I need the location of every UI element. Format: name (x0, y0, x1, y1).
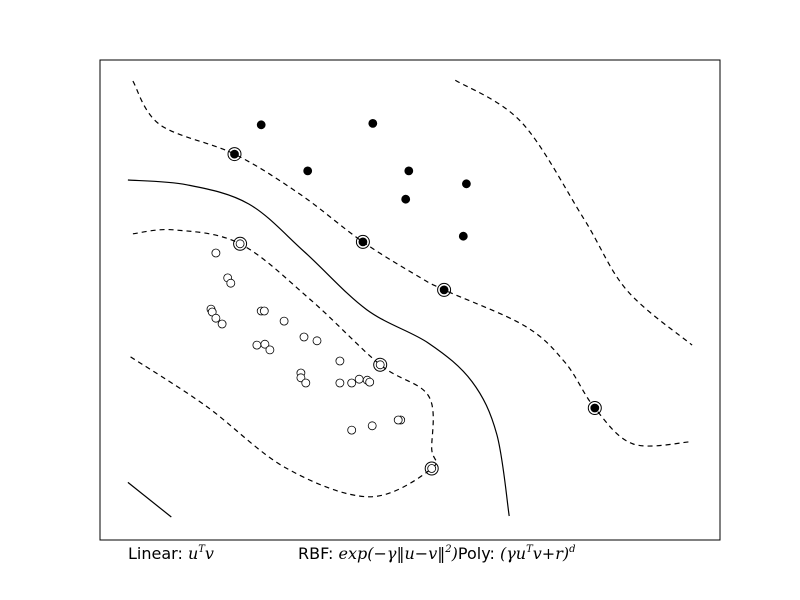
poly-kernel-label: Poly: (457, 544, 495, 563)
positive-class-point (358, 237, 368, 247)
positive-class-point (368, 119, 378, 128)
negative-class-point (279, 316, 289, 326)
negative-class-point (365, 377, 375, 387)
positive-class-point (458, 231, 468, 241)
negative-class-point (347, 378, 357, 388)
positive-class-point (404, 166, 414, 176)
negative-class-point (217, 319, 227, 329)
rbf-kernel-formula: exp(−γ‖u−v‖2) (338, 544, 458, 563)
negative-class-point (301, 378, 311, 388)
support-vector-ring (587, 401, 602, 415)
margin-line-3 (454, 79, 693, 346)
negative-class-point (335, 378, 345, 388)
rbf-poly-kernel-caption: RBF: exp(−γ‖u−v‖2)Poly: (γuTv+r)d (298, 544, 576, 568)
negative-class-point (375, 360, 385, 370)
support-vector-ring (437, 282, 452, 297)
negative-class-point (211, 313, 221, 323)
support-vector-ring (373, 357, 388, 372)
poly-kernel-formula: (γuTv+r)d (499, 544, 576, 563)
support-vector-ring (355, 234, 370, 249)
negative-class-point (252, 340, 262, 350)
negative-class-point (354, 374, 364, 384)
positive-class-point (230, 149, 239, 159)
margin-line-4 (127, 481, 172, 518)
negative-class-point (427, 464, 437, 473)
positive-class-point (303, 166, 313, 176)
linear-kernel-label: Linear: (128, 544, 183, 563)
negative-class-point (235, 239, 245, 249)
rbf-kernel-label: RBF: (298, 544, 334, 563)
linear-kernel-formula: uTv (187, 544, 214, 563)
positive-class-point (401, 194, 411, 204)
negative-class-point (393, 415, 403, 425)
negative-class-point (347, 425, 357, 435)
negative-class-point (312, 336, 322, 346)
negative-class-point (335, 356, 345, 366)
positive-class-point (590, 403, 600, 413)
axes-frame (99, 59, 721, 541)
positive-class-point (461, 179, 471, 189)
support-vector-ring (227, 147, 242, 162)
negative-class-point (226, 278, 236, 288)
negative-class-point (260, 339, 270, 349)
linear-kernel-caption: Linear: uTv (128, 544, 214, 568)
negative-class-point (265, 345, 275, 355)
decision-boundary-line (127, 179, 510, 517)
negative-class-point (367, 421, 377, 431)
positive-class-point (439, 285, 449, 295)
support-vector-ring (233, 236, 248, 251)
plot-layer (127, 79, 693, 518)
negative-class-point (299, 332, 309, 342)
positive-class-point (256, 120, 266, 130)
negative-class-point (259, 306, 269, 316)
support-vector-ring (424, 461, 439, 476)
negative-class-point (211, 248, 221, 258)
